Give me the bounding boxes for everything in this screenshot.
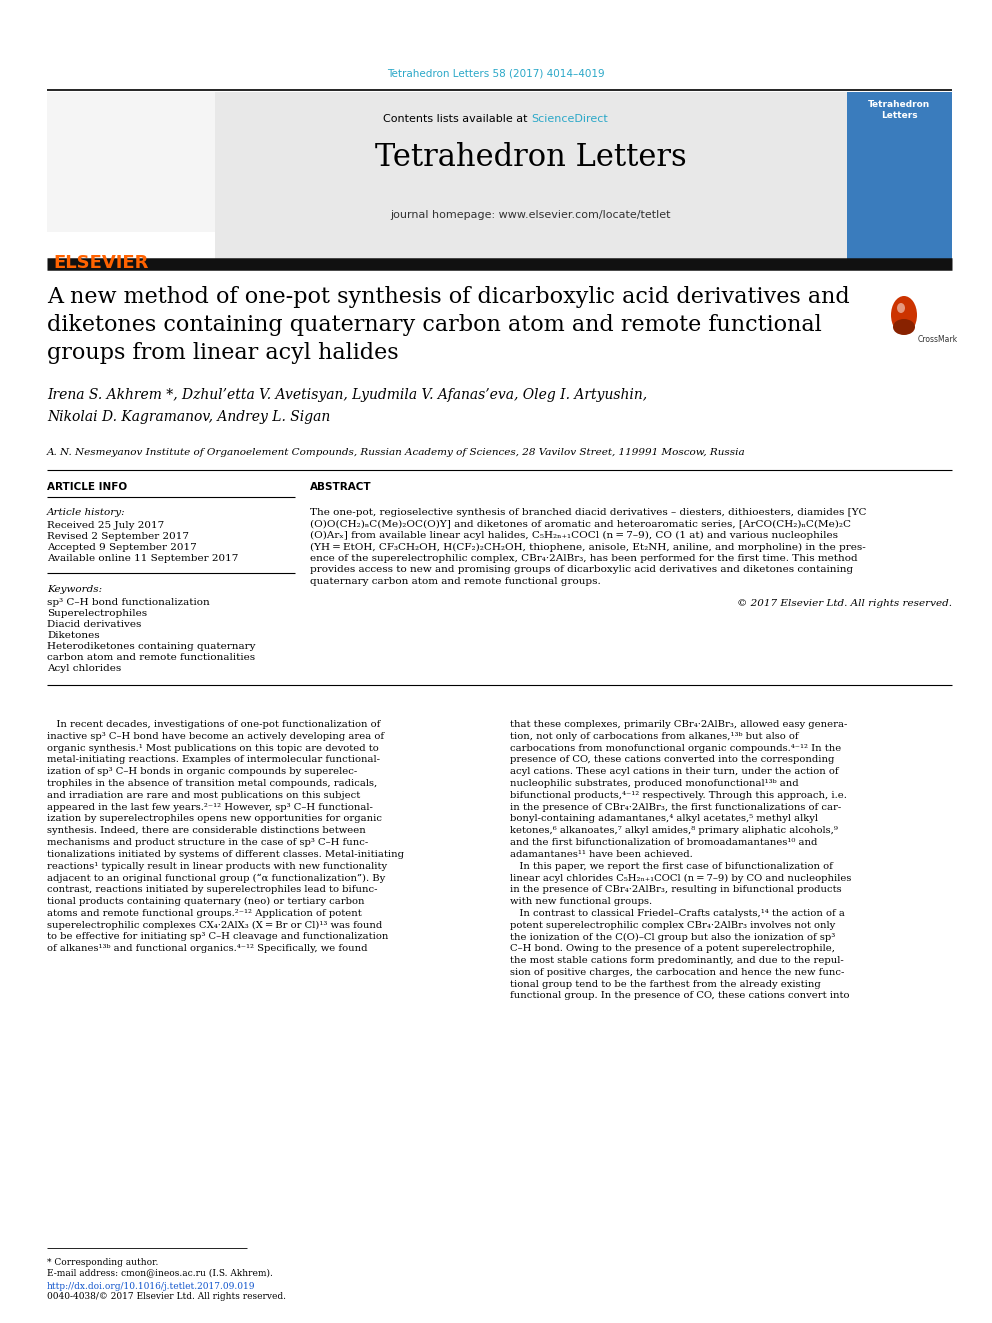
Text: In this paper, we report the first case of bifunctionalization of: In this paper, we report the first case … — [510, 861, 833, 871]
Text: A. N. Nesmeyanov Institute of Organoelement Compounds, Russian Academy of Scienc: A. N. Nesmeyanov Institute of Organoelem… — [47, 448, 746, 456]
Text: (O)O(CH₂)ₙC(Me)₂OC(O)Y] and diketones of aromatic and heteroaromatic series, [Ar: (O)O(CH₂)ₙC(Me)₂OC(O)Y] and diketones of… — [310, 520, 851, 528]
Text: presence of CO, these cations converted into the corresponding: presence of CO, these cations converted … — [510, 755, 834, 765]
Text: ization of sp³ C–H bonds in organic compounds by superelec-: ization of sp³ C–H bonds in organic comp… — [47, 767, 357, 777]
Text: reactions¹ typically result in linear products with new functionality: reactions¹ typically result in linear pr… — [47, 861, 387, 871]
Text: atoms and remote functional groups.²⁻¹² Application of potent: atoms and remote functional groups.²⁻¹² … — [47, 909, 362, 918]
Text: bonyl-containing adamantanes,⁴ alkyl acetates,⁵ methyl alkyl: bonyl-containing adamantanes,⁴ alkyl ace… — [510, 815, 818, 823]
Text: adjacent to an original functional group (“α functionalization”). By: adjacent to an original functional group… — [47, 873, 385, 882]
Text: E-mail address: cmon@ineos.ac.ru (I.S. Akhrem).: E-mail address: cmon@ineos.ac.ru (I.S. A… — [47, 1267, 273, 1277]
Text: the ionization of the C(O)–Cl group but also the ionization of sp³: the ionization of the C(O)–Cl group but … — [510, 933, 835, 942]
Text: with new functional groups.: with new functional groups. — [510, 897, 652, 906]
Text: Contents lists available at: Contents lists available at — [383, 114, 531, 124]
Text: provides access to new and promising groups of dicarboxylic acid derivatives and: provides access to new and promising gro… — [310, 565, 853, 574]
Text: http://dx.doi.org/10.1016/j.tetlet.2017.09.019: http://dx.doi.org/10.1016/j.tetlet.2017.… — [47, 1282, 256, 1291]
Text: ScienceDirect: ScienceDirect — [531, 114, 608, 124]
Text: Tetrahedron
Letters: Tetrahedron Letters — [868, 101, 930, 120]
Text: ence of the superelectrophilic complex, CBr₄·2AlBr₃, has been performed for the : ence of the superelectrophilic complex, … — [310, 554, 858, 564]
Text: CrossMark: CrossMark — [918, 335, 958, 344]
Text: carbocations from monofunctional organic compounds.⁴⁻¹² In the: carbocations from monofunctional organic… — [510, 744, 841, 753]
Text: groups from linear acyl halides: groups from linear acyl halides — [47, 343, 399, 364]
Text: nucleophilic substrates, produced monofunctional¹³ᵇ and: nucleophilic substrates, produced monofu… — [510, 779, 799, 789]
Text: ization by superelectrophiles opens new opportunities for organic: ization by superelectrophiles opens new … — [47, 815, 382, 823]
Text: trophiles in the absence of transition metal compounds, radicals,: trophiles in the absence of transition m… — [47, 779, 377, 789]
Text: Heterodiketones containing quaternary: Heterodiketones containing quaternary — [47, 642, 256, 651]
Text: Acyl chlorides: Acyl chlorides — [47, 664, 121, 673]
Text: that these complexes, primarily CBr₄·2AlBr₃, allowed easy genera-: that these complexes, primarily CBr₄·2Al… — [510, 720, 847, 729]
Bar — [847, 93, 952, 262]
Text: linear acyl chlorides C₅H₂ₙ₊₁COCl (n = 7–9) by CO and nucleophiles: linear acyl chlorides C₅H₂ₙ₊₁COCl (n = 7… — [510, 873, 851, 882]
Text: Available online 11 September 2017: Available online 11 September 2017 — [47, 554, 238, 564]
Text: and the first bifunctionalization of bromoadamantanes¹⁰ and: and the first bifunctionalization of bro… — [510, 837, 817, 847]
Text: In recent decades, investigations of one-pot functionalization of: In recent decades, investigations of one… — [47, 720, 380, 729]
Text: carbon atom and remote functionalities: carbon atom and remote functionalities — [47, 654, 255, 662]
Text: the most stable cations form predominantly, and due to the repul-: the most stable cations form predominant… — [510, 957, 844, 964]
Text: potent superelectrophilic complex CBr₄·2AlBr₃ involves not only: potent superelectrophilic complex CBr₄·2… — [510, 921, 835, 930]
Text: acyl cations. These acyl cations in their turn, under the action of: acyl cations. These acyl cations in thei… — [510, 767, 838, 777]
Text: metal-initiating reactions. Examples of intermolecular functional-: metal-initiating reactions. Examples of … — [47, 755, 380, 765]
Text: Accepted 9 September 2017: Accepted 9 September 2017 — [47, 542, 196, 552]
Text: quaternary carbon atom and remote functional groups.: quaternary carbon atom and remote functi… — [310, 577, 601, 586]
Text: adamantanes¹¹ have been achieved.: adamantanes¹¹ have been achieved. — [510, 849, 692, 859]
Text: Diacid derivatives: Diacid derivatives — [47, 620, 142, 628]
Text: tion, not only of carbocations from alkanes,¹³ᵇ but also of: tion, not only of carbocations from alka… — [510, 732, 799, 741]
Text: © 2017 Elsevier Ltd. All rights reserved.: © 2017 Elsevier Ltd. All rights reserved… — [737, 598, 952, 607]
Text: Diketones: Diketones — [47, 631, 99, 640]
Text: The one-pot, regioselective synthesis of branched diacid derivatives – diesters,: The one-pot, regioselective synthesis of… — [310, 508, 866, 517]
Text: sion of positive charges, the carbocation and hence the new func-: sion of positive charges, the carbocatio… — [510, 968, 844, 976]
Text: Nikolai D. Kagramanov, Andrey L. Sigan: Nikolai D. Kagramanov, Andrey L. Sigan — [47, 410, 330, 423]
Text: tional products containing quaternary (neo) or tertiary carbon: tional products containing quaternary (n… — [47, 897, 364, 906]
Text: superelectrophilic complexes CX₄·2AlX₃ (X = Br or Cl)¹³ was found: superelectrophilic complexes CX₄·2AlX₃ (… — [47, 921, 382, 930]
Ellipse shape — [891, 296, 917, 333]
Text: in the presence of CBr₄·2AlBr₃, the first functionalizations of car-: in the presence of CBr₄·2AlBr₃, the firs… — [510, 803, 841, 811]
Text: ELSEVIER: ELSEVIER — [53, 254, 149, 273]
Text: A new method of one-pot synthesis of dicarboxylic acid derivatives and: A new method of one-pot synthesis of dic… — [47, 286, 850, 308]
Text: appeared in the last few years.²⁻¹² However, sp³ C–H functional-: appeared in the last few years.²⁻¹² Howe… — [47, 803, 373, 811]
Text: Tetrahedron Letters 58 (2017) 4014–4019: Tetrahedron Letters 58 (2017) 4014–4019 — [387, 67, 605, 78]
Text: functional group. In the presence of CO, these cations convert into: functional group. In the presence of CO,… — [510, 991, 849, 1000]
Ellipse shape — [897, 303, 905, 314]
Text: tional group tend to be the farthest from the already existing: tional group tend to be the farthest fro… — [510, 979, 820, 988]
Text: to be effective for initiating sp³ C–H cleavage and functionalization: to be effective for initiating sp³ C–H c… — [47, 933, 389, 942]
Text: Article history:: Article history: — [47, 508, 126, 517]
Text: ARTICLE INFO: ARTICLE INFO — [47, 482, 127, 492]
Text: In contrast to classical Friedel–Crafts catalysts,¹⁴ the action of a: In contrast to classical Friedel–Crafts … — [510, 909, 845, 918]
Text: Superelectrophiles: Superelectrophiles — [47, 609, 147, 618]
Text: synthesis. Indeed, there are considerable distinctions between: synthesis. Indeed, there are considerabl… — [47, 826, 366, 835]
Text: and irradiation are rare and most publications on this subject: and irradiation are rare and most public… — [47, 791, 360, 800]
Text: mechanisms and product structure in the case of sp³ C–H func-: mechanisms and product structure in the … — [47, 837, 368, 847]
Text: C–H bond. Owing to the presence of a potent superelectrophile,: C–H bond. Owing to the presence of a pot… — [510, 945, 835, 953]
Text: bifunctional products,⁴⁻¹² respectively. Through this approach, i.e.: bifunctional products,⁴⁻¹² respectively.… — [510, 791, 847, 800]
Text: journal homepage: www.elsevier.com/locate/tetlet: journal homepage: www.elsevier.com/locat… — [391, 210, 672, 220]
Bar — [47, 93, 215, 232]
Text: 0040-4038/© 2017 Elsevier Ltd. All rights reserved.: 0040-4038/© 2017 Elsevier Ltd. All right… — [47, 1293, 286, 1301]
Text: Revised 2 September 2017: Revised 2 September 2017 — [47, 532, 189, 541]
Ellipse shape — [893, 319, 915, 335]
Text: ABSTRACT: ABSTRACT — [310, 482, 372, 492]
Text: Keywords:: Keywords: — [47, 585, 102, 594]
Text: sp³ C–H bond functionalization: sp³ C–H bond functionalization — [47, 598, 209, 607]
Text: Received 25 July 2017: Received 25 July 2017 — [47, 521, 165, 531]
Text: contrast, reactions initiated by superelectrophiles lead to bifunc-: contrast, reactions initiated by superel… — [47, 885, 378, 894]
Text: tionalizations initiated by systems of different classes. Metal-initiating: tionalizations initiated by systems of d… — [47, 849, 404, 859]
Text: diketones containing quaternary carbon atom and remote functional: diketones containing quaternary carbon a… — [47, 314, 821, 336]
Text: (O)Arₓ] from available linear acyl halides, C₅H₂ₙ₊₁COCl (n = 7–9), CO (1 at) and: (O)Arₓ] from available linear acyl halid… — [310, 531, 838, 540]
Text: of alkanes¹³ᵇ and functional organics.⁴⁻¹² Specifically, we found: of alkanes¹³ᵇ and functional organics.⁴⁻… — [47, 945, 367, 953]
Text: in the presence of CBr₄·2AlBr₃, resulting in bifunctional products: in the presence of CBr₄·2AlBr₃, resultin… — [510, 885, 841, 894]
Text: * Corresponding author.: * Corresponding author. — [47, 1258, 159, 1267]
Text: organic synthesis.¹ Most publications on this topic are devoted to: organic synthesis.¹ Most publications on… — [47, 744, 379, 753]
Bar — [215, 93, 847, 262]
Text: inactive sp³ C–H bond have become an actively developing area of: inactive sp³ C–H bond have become an act… — [47, 732, 384, 741]
Text: (YH = EtOH, CF₃CH₂OH, H(CF₂)₂CH₂OH, thiophene, anisole, Et₂NH, aniline, and morp: (YH = EtOH, CF₃CH₂OH, H(CF₂)₂CH₂OH, thio… — [310, 542, 866, 552]
Text: Irena S. Akhrem *, Dzhul’etta V. Avetisyan, Lyudmila V. Afanas’eva, Oleg I. Arty: Irena S. Akhrem *, Dzhul’etta V. Avetisy… — [47, 388, 647, 402]
Text: Tetrahedron Letters: Tetrahedron Letters — [375, 142, 686, 173]
Text: ketones,⁶ alkanoates,⁷ alkyl amides,⁸ primary aliphatic alcohols,⁹: ketones,⁶ alkanoates,⁷ alkyl amides,⁸ pr… — [510, 826, 838, 835]
